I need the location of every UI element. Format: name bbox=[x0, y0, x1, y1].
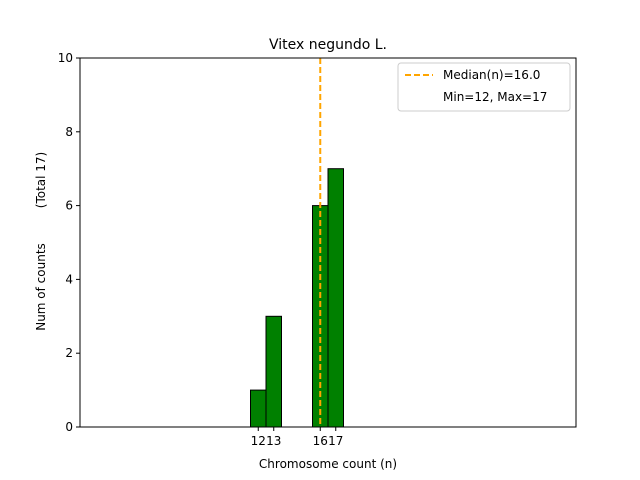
x-tick-label-16: 16 bbox=[313, 434, 328, 448]
y-tick-label-4: 4 bbox=[65, 272, 73, 286]
legend-entry-median: Median(n)=16.0 bbox=[443, 68, 540, 82]
bars-group bbox=[250, 168, 344, 428]
legend: Median(n)=16.0 Min=12, Max=17 bbox=[397, 62, 571, 112]
bar-13 bbox=[265, 315, 282, 428]
bar-17 bbox=[327, 168, 344, 428]
y-tick-label-8: 8 bbox=[65, 125, 73, 139]
plot-frame bbox=[79, 57, 577, 428]
y-axis-label-total: (Total 17) bbox=[34, 152, 48, 208]
x-ticks-group: 12 13 16 17 bbox=[251, 427, 343, 448]
y-tick-label-2: 2 bbox=[65, 346, 73, 360]
chart-title: Vitex negundo L. bbox=[269, 37, 387, 53]
legend-frame bbox=[397, 62, 571, 112]
bar-12 bbox=[250, 389, 267, 428]
y-axis-label: Num of counts bbox=[34, 243, 48, 331]
x-tick-label-12: 12 bbox=[251, 434, 266, 448]
y-ticks-group: 0 2 4 6 8 10 bbox=[58, 51, 80, 434]
y-tick-label-0: 0 bbox=[65, 420, 73, 434]
x-tick-label-17: 17 bbox=[328, 434, 343, 448]
x-tick-label-13: 13 bbox=[266, 434, 281, 448]
x-axis-label: Chromosome count (n) bbox=[259, 457, 397, 471]
legend-entry-minmax: Min=12, Max=17 bbox=[443, 90, 547, 104]
y-tick-label-10: 10 bbox=[58, 51, 73, 65]
y-tick-label-6: 6 bbox=[65, 199, 73, 213]
